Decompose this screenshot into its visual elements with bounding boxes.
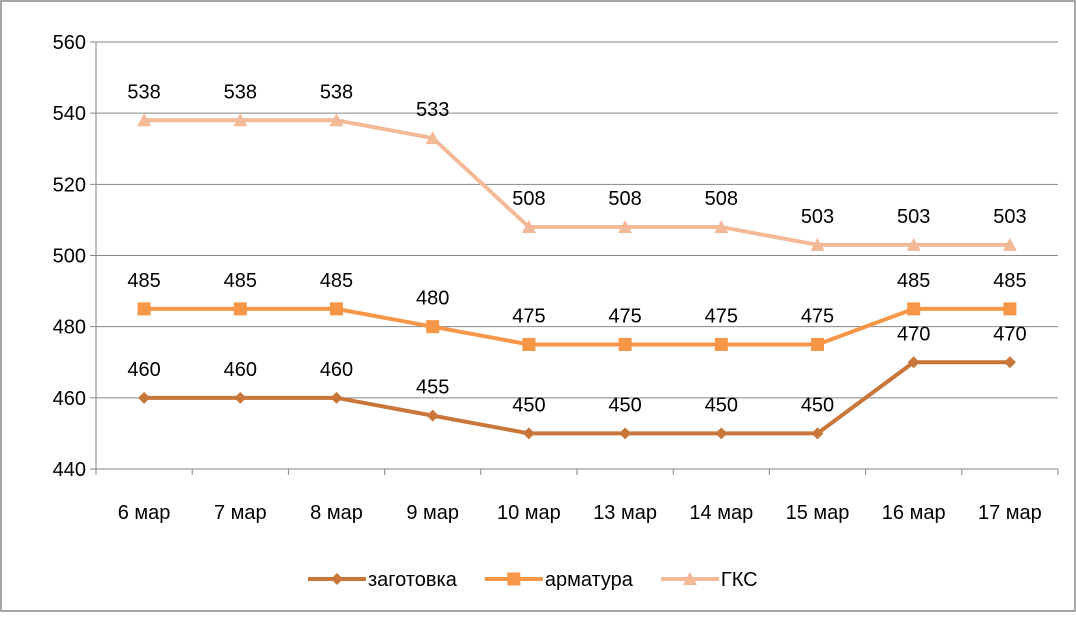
legend-marker bbox=[331, 573, 343, 585]
series-line bbox=[144, 118, 1010, 247]
data-label: 475 bbox=[801, 305, 834, 327]
data-point-marker bbox=[618, 220, 633, 234]
data-point-marker bbox=[1002, 237, 1017, 251]
y-tick-label: 560 bbox=[53, 32, 86, 54]
x-tick-label: 15 мар bbox=[786, 502, 850, 524]
data-point-marker bbox=[137, 113, 152, 127]
legend-label: заготовка bbox=[368, 569, 458, 591]
x-tick-label: 16 мар bbox=[882, 502, 946, 524]
data-label: 485 bbox=[224, 270, 257, 292]
y-tick-label: 540 bbox=[53, 103, 86, 125]
series-lines bbox=[137, 113, 1017, 440]
data-label: 450 bbox=[608, 394, 641, 416]
data-label: 503 bbox=[801, 206, 834, 228]
data-label: 538 bbox=[224, 81, 257, 103]
data-label: 538 bbox=[127, 81, 160, 103]
data-point-marker bbox=[521, 220, 536, 234]
y-tick-label: 440 bbox=[53, 459, 86, 481]
data-label: 460 bbox=[224, 359, 257, 381]
x-tick-label: 9 мар bbox=[406, 502, 459, 524]
legend: заготовка арматура ГКС bbox=[308, 569, 758, 591]
data-point-marker bbox=[811, 427, 824, 440]
x-tick-label: 14 мар bbox=[689, 502, 753, 524]
data-point-marker bbox=[906, 237, 921, 251]
x-tick-label: 6 мар bbox=[118, 502, 171, 524]
y-tick-label: 520 bbox=[53, 174, 86, 196]
data-point-marker bbox=[811, 337, 824, 351]
data-label: 450 bbox=[801, 394, 834, 416]
data-point-marker bbox=[810, 237, 825, 251]
y-tick-label: 460 bbox=[53, 388, 86, 410]
data-point-marker bbox=[907, 302, 921, 316]
data-label: 460 bbox=[320, 359, 353, 381]
y-tick-label: 500 bbox=[53, 246, 86, 268]
x-tick-label: 17 мар bbox=[978, 502, 1042, 524]
data-label: 485 bbox=[320, 270, 353, 292]
data-point-marker bbox=[137, 302, 151, 316]
data-label: 475 bbox=[705, 305, 738, 327]
data-label: 460 bbox=[127, 359, 160, 381]
data-point-marker bbox=[425, 131, 440, 145]
data-label: 475 bbox=[512, 305, 545, 327]
data-label: 508 bbox=[608, 188, 641, 210]
data-label: 475 bbox=[608, 305, 641, 327]
data-point-marker bbox=[426, 409, 439, 422]
data-label: 455 bbox=[416, 377, 449, 399]
axes: 440 460 480 500 520 540 560 6 мар 7 мар 8 мар 9 ма… bbox=[53, 32, 1059, 524]
data-point-marker bbox=[234, 391, 247, 404]
y-tick-label: 480 bbox=[53, 317, 86, 339]
data-point-marker bbox=[233, 113, 248, 127]
x-tick-label: 8 мар bbox=[310, 502, 363, 524]
data-point-marker bbox=[426, 320, 440, 334]
series-line bbox=[144, 360, 1010, 436]
data-labels: 460 460 460 455 450 450 450 450 470 470 485 485 485 4… bbox=[127, 81, 1026, 416]
data-point-marker bbox=[522, 427, 535, 440]
data-label: 538 bbox=[320, 81, 353, 103]
data-point-marker bbox=[618, 337, 632, 351]
legend-marker bbox=[682, 572, 697, 585]
data-label: 485 bbox=[897, 270, 930, 292]
data-point-marker bbox=[1003, 356, 1016, 369]
data-label: 470 bbox=[993, 323, 1026, 345]
data-label: 485 bbox=[993, 270, 1026, 292]
data-point-marker bbox=[522, 337, 536, 351]
data-label: 470 bbox=[897, 323, 930, 345]
series-line bbox=[144, 306, 1010, 347]
data-point-marker bbox=[330, 302, 343, 316]
data-point-marker bbox=[330, 391, 343, 404]
data-label: 508 bbox=[705, 188, 738, 210]
data-label: 450 bbox=[512, 394, 545, 416]
data-point-marker bbox=[1003, 302, 1017, 316]
x-tick-label: 10 мар bbox=[497, 502, 561, 524]
data-label: 485 bbox=[127, 270, 160, 292]
data-label: 533 bbox=[416, 99, 449, 121]
data-label: 503 bbox=[897, 206, 930, 228]
data-label: 450 bbox=[705, 394, 738, 416]
data-point-marker bbox=[619, 427, 632, 440]
legend-marker bbox=[507, 572, 521, 586]
data-label: 508 bbox=[512, 188, 545, 210]
data-point-marker bbox=[714, 220, 729, 234]
data-point-marker bbox=[714, 337, 728, 351]
x-tick-label: 13 мар bbox=[593, 502, 657, 524]
data-label: 503 bbox=[993, 206, 1026, 228]
data-point-marker bbox=[329, 113, 344, 127]
data-point-marker bbox=[907, 356, 920, 369]
data-point-marker bbox=[138, 391, 151, 404]
data-point-marker bbox=[715, 427, 728, 440]
legend-label: арматура bbox=[545, 569, 634, 591]
data-label: 480 bbox=[416, 288, 449, 310]
data-point-marker bbox=[233, 302, 247, 316]
x-tick-label: 7 мар bbox=[214, 502, 267, 524]
legend-label: ГКС bbox=[721, 569, 758, 591]
